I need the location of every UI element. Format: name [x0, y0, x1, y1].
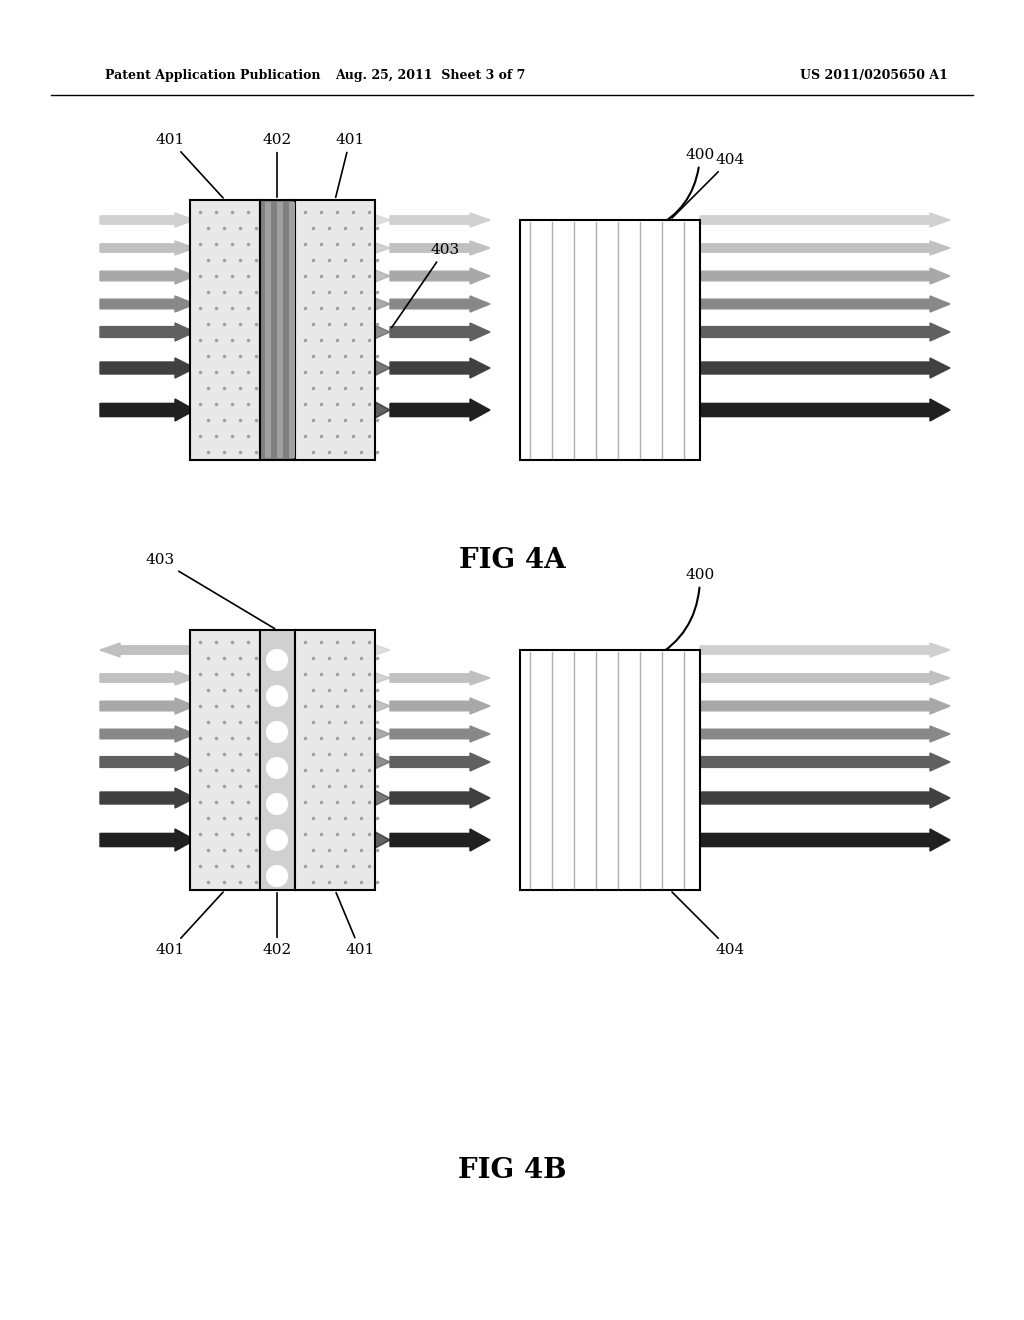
Bar — [260, 630, 295, 890]
Polygon shape — [195, 752, 390, 771]
Bar — [190, 201, 260, 459]
Polygon shape — [195, 296, 390, 312]
Circle shape — [267, 758, 287, 777]
Bar — [265, 202, 271, 458]
Circle shape — [267, 722, 287, 742]
Polygon shape — [390, 358, 490, 378]
Polygon shape — [390, 323, 490, 341]
Polygon shape — [100, 788, 195, 808]
Polygon shape — [100, 323, 195, 341]
Polygon shape — [390, 829, 490, 851]
Polygon shape — [195, 399, 390, 421]
Polygon shape — [100, 671, 195, 685]
Circle shape — [267, 830, 287, 850]
Polygon shape — [195, 829, 390, 851]
Text: 404: 404 — [672, 892, 744, 957]
Polygon shape — [195, 213, 390, 227]
Polygon shape — [100, 358, 195, 378]
Bar — [260, 201, 295, 459]
Polygon shape — [700, 268, 950, 284]
Text: 401: 401 — [336, 892, 375, 957]
Text: 400: 400 — [654, 568, 715, 657]
Polygon shape — [390, 213, 490, 227]
Polygon shape — [195, 242, 390, 255]
Text: 402: 402 — [262, 892, 292, 957]
Polygon shape — [390, 671, 490, 685]
Text: 402: 402 — [262, 133, 292, 197]
Polygon shape — [100, 213, 195, 227]
Bar — [278, 202, 283, 458]
Polygon shape — [195, 643, 390, 657]
Polygon shape — [100, 643, 195, 657]
Polygon shape — [700, 213, 950, 227]
Polygon shape — [100, 829, 195, 851]
Circle shape — [267, 649, 287, 671]
Bar — [520, 220, 700, 459]
Text: US 2011/0205650 A1: US 2011/0205650 A1 — [800, 69, 948, 82]
Text: 403: 403 — [145, 553, 274, 628]
Polygon shape — [100, 399, 195, 421]
Polygon shape — [700, 788, 950, 808]
Text: FIG 4A: FIG 4A — [459, 546, 565, 573]
Polygon shape — [195, 268, 390, 284]
Text: 404: 404 — [672, 153, 744, 218]
Polygon shape — [700, 752, 950, 771]
Polygon shape — [700, 671, 950, 685]
Polygon shape — [195, 358, 390, 378]
Polygon shape — [700, 242, 950, 255]
Polygon shape — [390, 242, 490, 255]
Circle shape — [267, 686, 287, 706]
Text: Patent Application Publication: Patent Application Publication — [105, 69, 321, 82]
Text: 400: 400 — [654, 148, 715, 228]
Text: 401: 401 — [156, 892, 223, 957]
Polygon shape — [100, 698, 195, 714]
Bar — [295, 201, 375, 459]
Polygon shape — [700, 698, 950, 714]
Polygon shape — [390, 399, 490, 421]
Polygon shape — [100, 726, 195, 742]
Polygon shape — [195, 788, 390, 808]
Polygon shape — [390, 726, 490, 742]
Text: 401: 401 — [336, 133, 365, 197]
Bar — [520, 649, 700, 890]
Text: 401: 401 — [156, 133, 223, 198]
Bar — [289, 202, 295, 458]
Polygon shape — [390, 698, 490, 714]
Polygon shape — [390, 296, 490, 312]
Polygon shape — [700, 829, 950, 851]
Polygon shape — [195, 323, 390, 341]
Text: 403: 403 — [391, 243, 460, 327]
Polygon shape — [700, 358, 950, 378]
Polygon shape — [390, 752, 490, 771]
Polygon shape — [700, 399, 950, 421]
Polygon shape — [390, 788, 490, 808]
Circle shape — [267, 795, 287, 814]
Bar — [190, 630, 260, 890]
Polygon shape — [195, 671, 390, 685]
Text: FIG 4B: FIG 4B — [458, 1156, 566, 1184]
Polygon shape — [700, 726, 950, 742]
Polygon shape — [100, 242, 195, 255]
Circle shape — [267, 866, 287, 886]
Polygon shape — [100, 268, 195, 284]
Polygon shape — [390, 268, 490, 284]
Text: Aug. 25, 2011  Sheet 3 of 7: Aug. 25, 2011 Sheet 3 of 7 — [335, 69, 525, 82]
Polygon shape — [700, 323, 950, 341]
Polygon shape — [700, 643, 950, 657]
Bar — [295, 630, 375, 890]
Polygon shape — [100, 752, 195, 771]
Polygon shape — [700, 296, 950, 312]
Polygon shape — [195, 726, 390, 742]
Polygon shape — [195, 698, 390, 714]
Polygon shape — [100, 296, 195, 312]
